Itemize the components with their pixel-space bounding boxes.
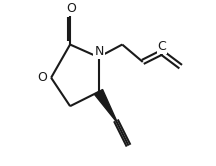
Text: N: N — [94, 45, 104, 58]
Text: O: O — [66, 2, 76, 15]
Text: O: O — [38, 71, 47, 84]
Text: C: C — [158, 40, 166, 53]
Polygon shape — [94, 89, 116, 121]
